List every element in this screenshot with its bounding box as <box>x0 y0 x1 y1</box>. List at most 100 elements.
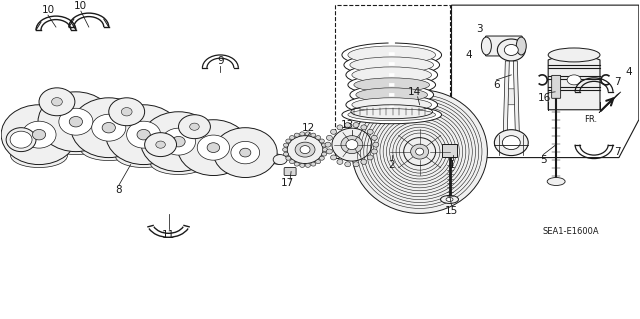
Ellipse shape <box>289 160 294 164</box>
Ellipse shape <box>273 155 287 165</box>
Ellipse shape <box>115 144 172 167</box>
Ellipse shape <box>286 139 291 143</box>
Ellipse shape <box>337 125 343 130</box>
Ellipse shape <box>353 162 359 167</box>
Text: 11: 11 <box>162 230 175 240</box>
Ellipse shape <box>352 90 488 213</box>
Ellipse shape <box>286 156 291 160</box>
Ellipse shape <box>284 143 289 147</box>
Text: FR.: FR. <box>584 115 597 124</box>
Ellipse shape <box>294 162 300 166</box>
Ellipse shape <box>137 130 150 140</box>
Ellipse shape <box>331 155 337 160</box>
Ellipse shape <box>348 109 436 121</box>
Ellipse shape <box>6 128 36 152</box>
Polygon shape <box>36 114 79 142</box>
Ellipse shape <box>516 37 526 55</box>
Ellipse shape <box>145 133 177 157</box>
Ellipse shape <box>497 39 525 61</box>
Ellipse shape <box>311 133 316 137</box>
Ellipse shape <box>354 78 429 92</box>
Ellipse shape <box>283 148 287 152</box>
Text: 7: 7 <box>614 147 620 157</box>
Text: 15: 15 <box>445 206 458 216</box>
Ellipse shape <box>1 105 77 165</box>
Ellipse shape <box>337 160 343 164</box>
FancyBboxPatch shape <box>552 75 561 98</box>
Ellipse shape <box>404 138 436 166</box>
Ellipse shape <box>300 132 305 136</box>
Text: 17: 17 <box>280 179 294 189</box>
Ellipse shape <box>305 132 310 136</box>
Polygon shape <box>177 134 215 155</box>
Ellipse shape <box>240 148 251 157</box>
Text: 13: 13 <box>341 120 355 130</box>
Ellipse shape <box>440 196 458 204</box>
Ellipse shape <box>326 149 332 154</box>
Text: 3: 3 <box>476 24 483 34</box>
Ellipse shape <box>231 141 260 164</box>
Polygon shape <box>506 89 517 105</box>
Ellipse shape <box>346 64 438 86</box>
Ellipse shape <box>325 142 331 147</box>
Text: 6: 6 <box>493 80 500 90</box>
Polygon shape <box>244 145 271 165</box>
Ellipse shape <box>350 57 433 73</box>
Ellipse shape <box>371 135 378 140</box>
Ellipse shape <box>446 197 453 201</box>
Ellipse shape <box>92 114 126 141</box>
Ellipse shape <box>161 128 196 155</box>
Ellipse shape <box>10 131 32 148</box>
Ellipse shape <box>342 43 442 67</box>
Ellipse shape <box>373 142 379 147</box>
Ellipse shape <box>69 116 83 127</box>
Ellipse shape <box>346 95 438 115</box>
Ellipse shape <box>311 162 316 166</box>
Ellipse shape <box>371 149 378 154</box>
Ellipse shape <box>361 160 367 164</box>
Ellipse shape <box>350 85 433 105</box>
Polygon shape <box>548 50 600 110</box>
Ellipse shape <box>494 130 528 156</box>
Ellipse shape <box>71 98 147 158</box>
Ellipse shape <box>319 156 324 160</box>
Ellipse shape <box>319 139 324 143</box>
Ellipse shape <box>207 143 220 152</box>
Ellipse shape <box>367 155 373 160</box>
Text: 8: 8 <box>115 185 122 196</box>
Ellipse shape <box>300 146 310 153</box>
Ellipse shape <box>367 129 373 134</box>
Ellipse shape <box>323 148 328 152</box>
Ellipse shape <box>322 152 326 156</box>
Ellipse shape <box>481 37 492 55</box>
Text: 7: 7 <box>614 77 620 87</box>
Ellipse shape <box>39 88 75 116</box>
Ellipse shape <box>322 143 326 147</box>
Ellipse shape <box>52 98 62 106</box>
Text: 9: 9 <box>217 56 223 66</box>
Ellipse shape <box>59 108 93 135</box>
FancyBboxPatch shape <box>442 144 457 157</box>
Ellipse shape <box>331 129 337 134</box>
Ellipse shape <box>22 121 56 148</box>
Text: 4: 4 <box>465 50 472 60</box>
Ellipse shape <box>548 48 600 62</box>
Ellipse shape <box>189 123 199 130</box>
Ellipse shape <box>81 137 137 160</box>
Text: 12: 12 <box>301 123 315 133</box>
Ellipse shape <box>341 136 363 153</box>
Ellipse shape <box>361 125 367 130</box>
Ellipse shape <box>197 135 230 160</box>
Ellipse shape <box>344 54 440 76</box>
Ellipse shape <box>352 98 431 112</box>
Ellipse shape <box>127 121 161 148</box>
Ellipse shape <box>11 144 67 167</box>
Text: SEA1-E1600A: SEA1-E1600A <box>543 227 600 236</box>
Polygon shape <box>108 120 145 143</box>
Ellipse shape <box>345 162 351 167</box>
Ellipse shape <box>504 44 518 56</box>
Ellipse shape <box>172 137 185 147</box>
Ellipse shape <box>300 163 305 167</box>
Ellipse shape <box>316 160 321 164</box>
Ellipse shape <box>156 141 165 148</box>
